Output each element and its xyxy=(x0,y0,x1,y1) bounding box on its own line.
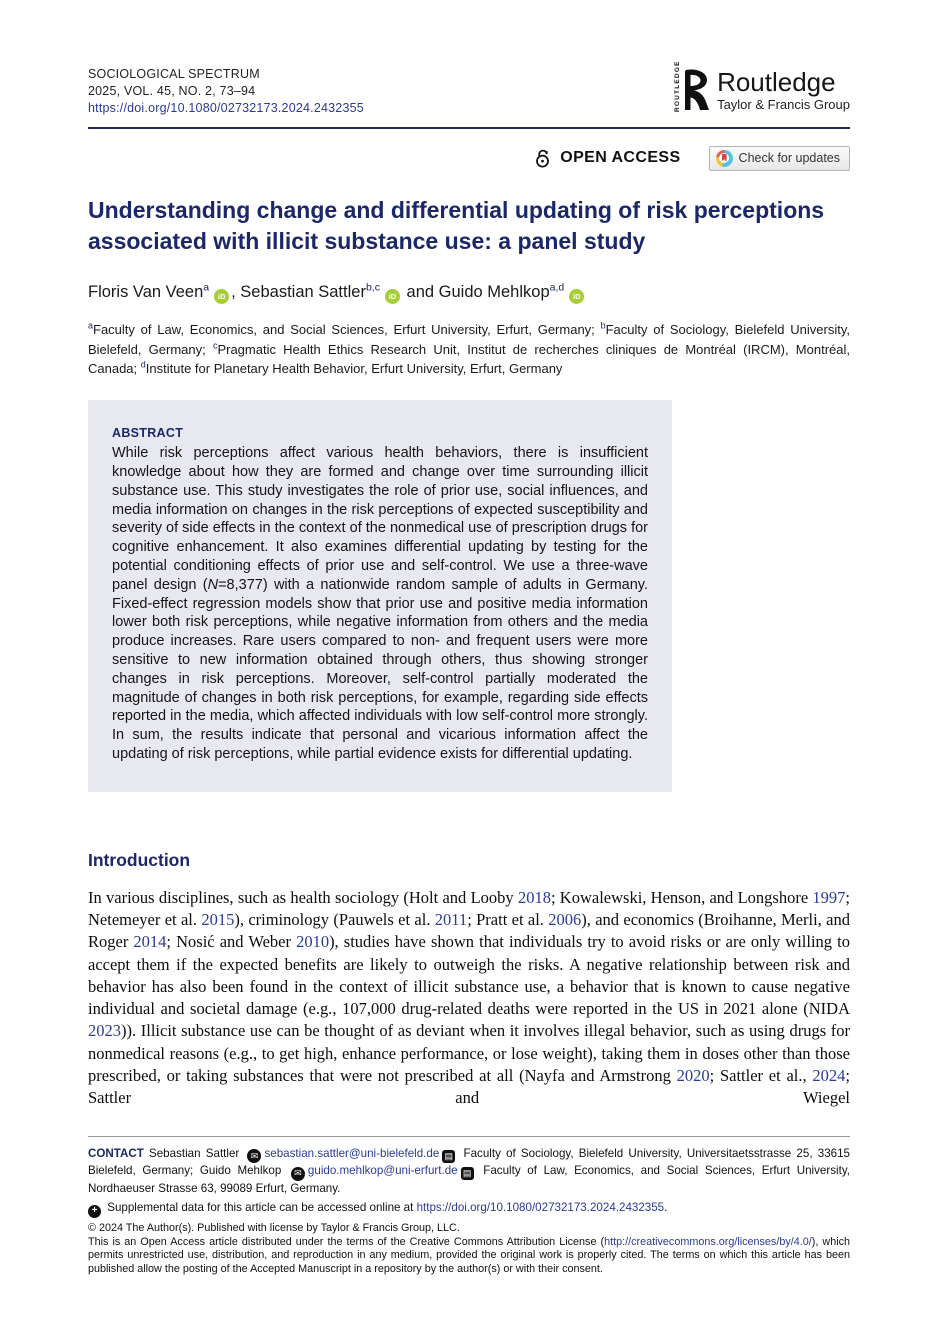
superscript: a xyxy=(203,281,210,294)
orcid-icon[interactable] xyxy=(569,289,585,305)
link[interactable]: http://creativecommons.org/licenses/by/4… xyxy=(604,1235,812,1248)
open-access-icon xyxy=(536,149,550,168)
badges-row: OPEN ACCESS Check for updates xyxy=(88,143,850,173)
open-access-label: OPEN ACCESS xyxy=(560,149,681,166)
superscript: a,d xyxy=(549,281,565,294)
mail-icon xyxy=(247,1149,262,1164)
mail-icon xyxy=(290,1166,305,1181)
link[interactable]: 2015 xyxy=(201,909,235,929)
header-rule xyxy=(88,127,850,129)
link[interactable]: 2010 xyxy=(296,932,330,952)
superscript: c xyxy=(212,340,218,351)
copyright-line: © 2024 The Author(s). Published with lic… xyxy=(88,1221,460,1234)
publisher-wordmark: Routledge Taylor & Francis Group xyxy=(717,69,850,112)
affiliations: aFaculty of Law, Economics, and Social S… xyxy=(88,320,850,376)
link[interactable]: guido.mehlkop@uni-erfurt.de xyxy=(307,1164,458,1178)
article-title: Understanding change and differential up… xyxy=(88,197,825,254)
orcid-icon[interactable] xyxy=(384,289,400,305)
license-paragraph: This is an Open Access article distribut… xyxy=(88,1235,850,1276)
link[interactable]: 2011 xyxy=(434,909,468,929)
superscript: a xyxy=(88,320,94,331)
journal-name: SOCIOLOGICAL SPECTRUM xyxy=(88,67,260,81)
publisher-tagline: Taylor & Francis Group xyxy=(717,96,850,112)
routledge-r-icon xyxy=(685,69,710,110)
link[interactable]: 1997 xyxy=(812,887,846,907)
link[interactable]: https://doi.org/10.1080/02732173.2024.24… xyxy=(416,1201,665,1215)
italic-text: N xyxy=(207,576,219,593)
link[interactable]: 2018 xyxy=(517,887,551,907)
publisher-name: Routledge xyxy=(717,66,836,97)
abstract-label: ABSTRACT xyxy=(112,426,184,441)
issue-line: 2025, VOL. 45, NO. 2, 73–94 xyxy=(88,84,256,98)
footer: CONTACT Sebastian Sattler sebastian.satt… xyxy=(88,1135,850,1277)
link[interactable]: 2024 xyxy=(812,1066,846,1086)
link[interactable]: sebastian.sattler@uni-bielefeld.de xyxy=(264,1146,440,1160)
page-header: SOCIOLOGICAL SPECTRUM 2025, VOL. 45, NO.… xyxy=(88,60,850,117)
intro-heading: Introduction xyxy=(88,849,191,870)
superscript: b,c xyxy=(365,281,380,294)
contact-label: CONTACT xyxy=(88,1146,144,1160)
abstract-text: While risk perceptions affect various he… xyxy=(112,445,648,762)
abstract-box: ABSTRACT While risk perceptions affect v… xyxy=(88,400,672,792)
dept-icon xyxy=(460,1167,474,1181)
link[interactable]: 2023 xyxy=(88,1021,121,1041)
open-access-badge: OPEN ACCESS xyxy=(532,148,680,169)
link[interactable]: 2006 xyxy=(548,909,582,929)
check-updates-button[interactable]: Check for updates xyxy=(708,145,850,171)
doi-link[interactable]: https://doi.org/10.1080/02732173.2024.24… xyxy=(88,101,364,115)
superscript: b xyxy=(600,320,606,331)
journal-info: SOCIOLOGICAL SPECTRUM 2025, VOL. 45, NO.… xyxy=(88,66,364,117)
link[interactable]: 2020 xyxy=(676,1066,710,1086)
routledge-vertical-text: ROUTLEDGE xyxy=(674,60,682,112)
orcid-icon[interactable] xyxy=(214,289,230,305)
supplemental-line: Supplemental data for this article can b… xyxy=(88,1200,850,1218)
contact-block: CONTACT Sebastian Sattler sebastian.satt… xyxy=(88,1146,850,1197)
routledge-logo: ROUTLEDGE Routledge Taylor & Francis Gro… xyxy=(674,60,850,112)
check-updates-icon xyxy=(715,149,733,167)
intro-paragraph: In various disciplines, such as health s… xyxy=(88,887,851,1108)
link[interactable]: 2014 xyxy=(133,932,167,952)
dept-icon xyxy=(442,1149,456,1163)
suppl-icon xyxy=(88,1204,101,1218)
superscript: d xyxy=(140,359,146,370)
authors-line: Floris Van Veena, Sebastian Sattlerb,c a… xyxy=(88,281,850,305)
check-updates-label: Check for updates xyxy=(738,151,840,165)
